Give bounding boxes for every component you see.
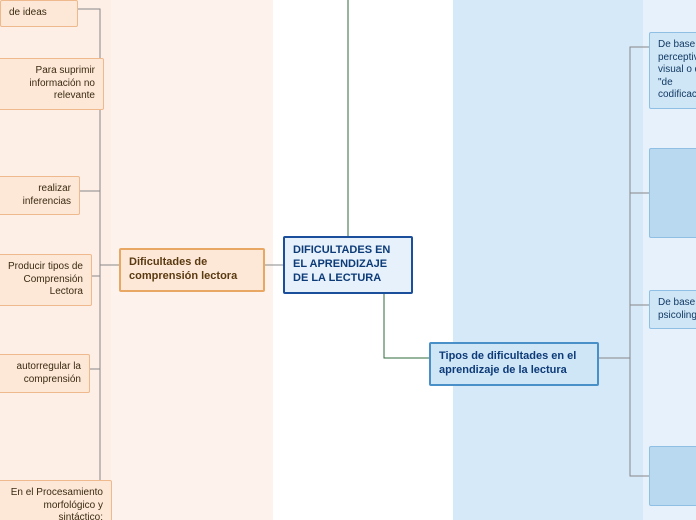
- node-r2[interactable]: [649, 148, 696, 238]
- node-root[interactable]: DIFICULTADES EN EL APRENDIZAJE DE LA LEC…: [283, 236, 413, 294]
- node-label: De base perceptivo-visual o de "de codif…: [658, 39, 696, 102]
- node-l6[interactable]: En el Procesamiento morfológico y sintác…: [0, 480, 112, 520]
- node-r4[interactable]: [649, 446, 696, 506]
- node-l1[interactable]: de ideas: [0, 0, 78, 27]
- node-l4[interactable]: Producir tipos de Comprensión Lectora: [0, 254, 92, 306]
- node-r1[interactable]: De base perceptivo-visual o de "de codif…: [649, 32, 696, 109]
- node-right-main[interactable]: Tipos de dificultades en el aprendizaje …: [429, 342, 599, 386]
- node-label: Tipos de dificultades en el aprendizaje …: [439, 350, 589, 378]
- node-label: Producir tipos de Comprensión Lectora: [2, 261, 83, 299]
- node-label: realizar inferencias: [2, 183, 71, 208]
- node-label: De base psicolingüística: [658, 297, 696, 322]
- node-label: de ideas: [9, 7, 69, 20]
- mindmap-canvas: DIFICULTADES EN EL APRENDIZAJE DE LA LEC…: [0, 0, 696, 520]
- node-label: Para suprimir información no relevante: [2, 65, 95, 103]
- node-l2[interactable]: Para suprimir información no relevante: [0, 58, 104, 110]
- node-l5[interactable]: autorregular la comprensión: [0, 354, 90, 393]
- node-label: En el Procesamiento morfológico y sintác…: [2, 487, 103, 520]
- node-l3[interactable]: realizar inferencias: [0, 176, 80, 215]
- node-left-main[interactable]: Dificultades de comprensión lectora: [119, 248, 265, 292]
- bg-region: [453, 0, 643, 520]
- node-label: Dificultades de comprensión lectora: [129, 256, 255, 284]
- node-label: autorregular la comprensión: [2, 361, 81, 386]
- node-label: DIFICULTADES EN EL APRENDIZAJE DE LA LEC…: [293, 244, 403, 285]
- node-r3[interactable]: De base psicolingüística: [649, 290, 696, 329]
